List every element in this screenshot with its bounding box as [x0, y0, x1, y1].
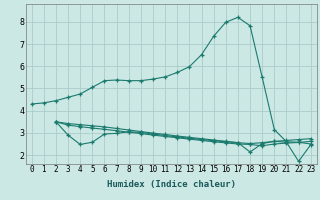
X-axis label: Humidex (Indice chaleur): Humidex (Indice chaleur): [107, 180, 236, 189]
